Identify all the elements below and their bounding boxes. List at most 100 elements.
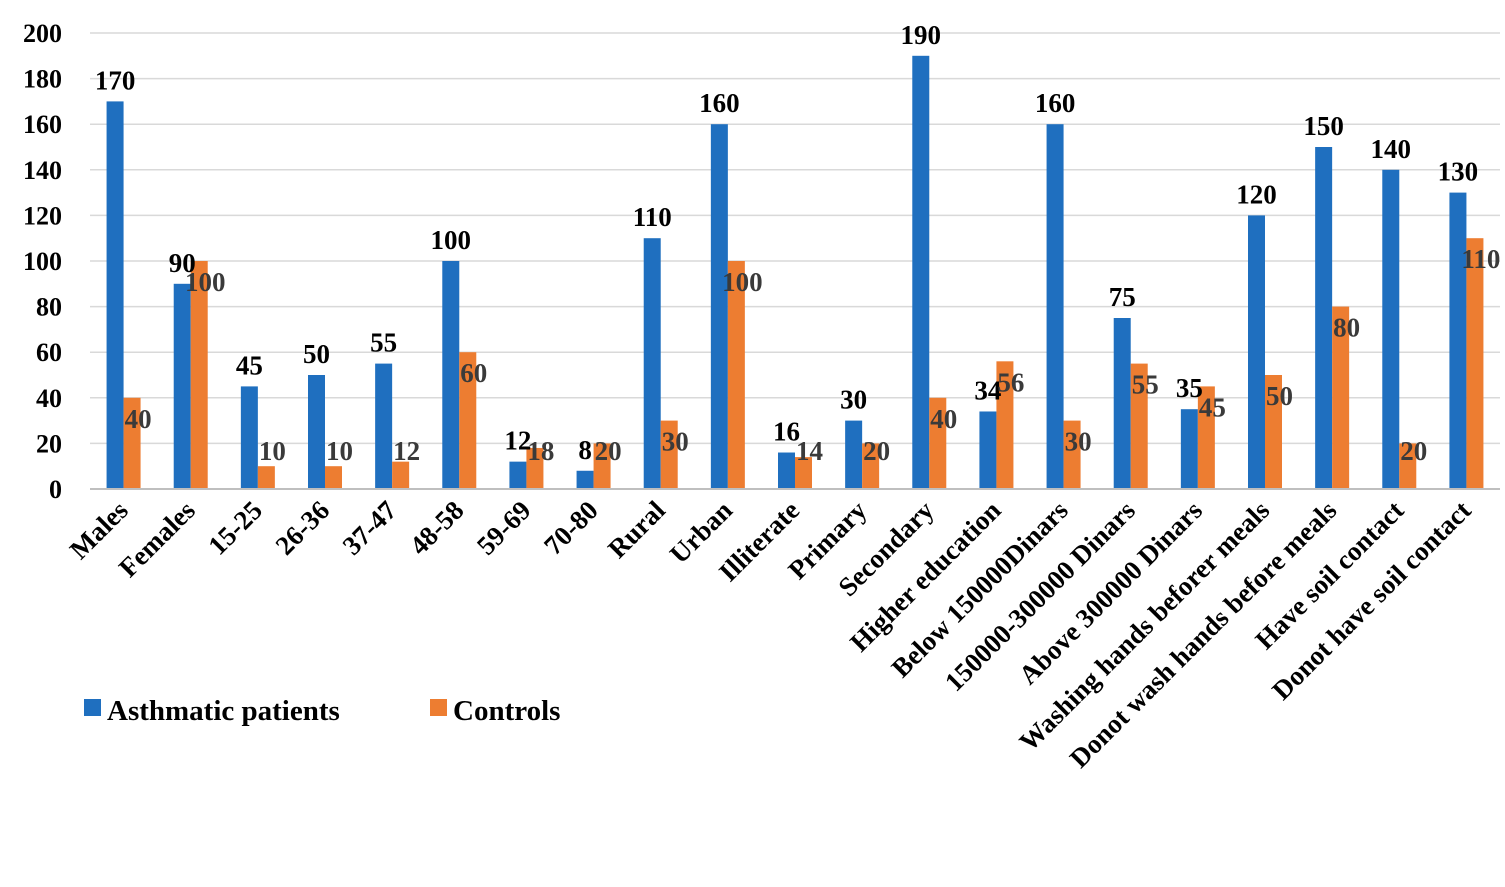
- data-label-controls: 10: [326, 436, 353, 466]
- x-category-label: 59-69: [471, 495, 537, 561]
- data-label-asthmatic: 8: [578, 435, 592, 465]
- bar-controls: [1197, 386, 1215, 489]
- bar-asthmatic: [1315, 147, 1333, 489]
- data-label-controls: 80: [1333, 313, 1360, 343]
- data-label-asthmatic: 30: [840, 385, 867, 415]
- data-label-controls: 14: [796, 436, 823, 466]
- y-tick-label: 20: [36, 429, 62, 458]
- bar-controls: [123, 397, 141, 489]
- bar-controls: [727, 261, 745, 489]
- y-tick-label: 160: [23, 110, 62, 139]
- y-tick-label: 40: [36, 384, 62, 413]
- data-label-asthmatic: 110: [633, 202, 672, 232]
- data-label-controls: 60: [460, 358, 487, 388]
- bar-asthmatic: [1248, 215, 1265, 489]
- bar-asthmatic: [509, 461, 527, 489]
- bar-asthmatic: [173, 283, 191, 489]
- bar-asthmatic: [576, 470, 594, 489]
- data-label-controls: 55: [1132, 370, 1159, 400]
- data-label-asthmatic: 150: [1303, 111, 1344, 141]
- data-label-asthmatic: 160: [699, 88, 740, 118]
- bar-asthmatic: [1180, 409, 1198, 489]
- y-tick-label: 60: [36, 338, 62, 367]
- bar-asthmatic: [106, 101, 124, 490]
- bar-asthmatic: [845, 420, 863, 489]
- data-label-asthmatic: 34: [974, 375, 1001, 405]
- bar-asthmatic: [442, 261, 460, 489]
- x-category-label: Rural: [602, 495, 671, 564]
- data-label-controls: 45: [1199, 392, 1226, 422]
- data-label-asthmatic: 120: [1236, 179, 1277, 209]
- data-label-asthmatic: 12: [504, 426, 531, 456]
- data-label-asthmatic: 190: [901, 20, 942, 50]
- bar-asthmatic: [1113, 318, 1131, 489]
- data-label-controls: 20: [863, 436, 890, 466]
- bar-controls: [1399, 443, 1417, 489]
- bar-asthmatic: [912, 55, 930, 490]
- data-label-controls: 20: [1400, 436, 1427, 466]
- bar-asthmatic: [778, 452, 795, 489]
- data-label-controls: 12: [393, 436, 420, 466]
- bar-asthmatic: [308, 375, 325, 489]
- x-category-label: 37-47: [337, 495, 403, 561]
- data-label-asthmatic: 55: [370, 328, 397, 358]
- y-tick-label: 120: [23, 201, 62, 230]
- data-label-asthmatic: 45: [236, 350, 263, 380]
- data-label-asthmatic: 50: [303, 339, 330, 369]
- data-label-controls: 100: [185, 267, 226, 297]
- bar-controls: [1466, 238, 1484, 489]
- y-tick-label: 100: [23, 247, 62, 276]
- y-tick-label: 200: [23, 19, 62, 48]
- y-tick-label: 140: [23, 156, 62, 185]
- bar-controls: [392, 461, 410, 489]
- x-category-label: 15-25: [202, 495, 268, 561]
- data-label-controls: 10: [259, 436, 286, 466]
- bar-asthmatic: [1449, 192, 1467, 489]
- bar-asthmatic: [643, 238, 661, 489]
- data-label-controls: 30: [662, 427, 689, 457]
- data-label-asthmatic: 75: [1109, 282, 1136, 312]
- y-tick-label: 0: [49, 475, 62, 504]
- data-label-controls: 40: [930, 404, 957, 434]
- data-label-asthmatic: 130: [1438, 157, 1479, 187]
- bar-controls: [660, 420, 678, 489]
- data-label-controls: 30: [1065, 427, 1092, 457]
- legend-swatch-controls: [430, 699, 447, 716]
- bar-asthmatic: [1382, 169, 1400, 490]
- data-label-controls: 56: [997, 367, 1024, 397]
- bar-controls: [795, 457, 812, 489]
- data-label-controls: 40: [125, 404, 152, 434]
- data-label-controls: 110: [1461, 244, 1500, 274]
- bar-asthmatic: [710, 124, 728, 489]
- data-label-asthmatic: 16: [773, 417, 800, 447]
- data-label-controls: 20: [595, 436, 622, 466]
- bar-controls: [325, 466, 342, 489]
- bar-controls: [1265, 375, 1282, 489]
- x-category-label: 48-58: [404, 495, 470, 561]
- data-label-asthmatic: 140: [1371, 134, 1412, 164]
- y-tick-label: 180: [23, 65, 62, 94]
- bar-controls: [929, 397, 947, 489]
- data-label-asthmatic: 170: [95, 65, 136, 95]
- bar-controls: [996, 361, 1014, 489]
- data-label-asthmatic: 90: [169, 248, 196, 278]
- bar-controls: [1130, 363, 1148, 489]
- bar-controls: [257, 466, 275, 489]
- data-label-asthmatic: 100: [431, 225, 472, 255]
- x-category-label: 26-36: [269, 495, 335, 561]
- data-label-controls: 18: [527, 436, 554, 466]
- y-tick-label: 80: [36, 293, 62, 322]
- bar-asthmatic: [979, 411, 997, 489]
- bar-asthmatic: [240, 386, 258, 489]
- bars: [106, 55, 1484, 490]
- legend: Asthmatic patients Controls: [84, 695, 560, 727]
- bar-asthmatic: [1046, 124, 1064, 489]
- bar-controls: [459, 352, 477, 489]
- x-category-label: 70-80: [538, 495, 604, 561]
- x-category-label: Females: [113, 495, 201, 583]
- bar-controls: [526, 447, 544, 489]
- data-label-controls: 100: [722, 267, 763, 297]
- bar-controls: [862, 443, 880, 489]
